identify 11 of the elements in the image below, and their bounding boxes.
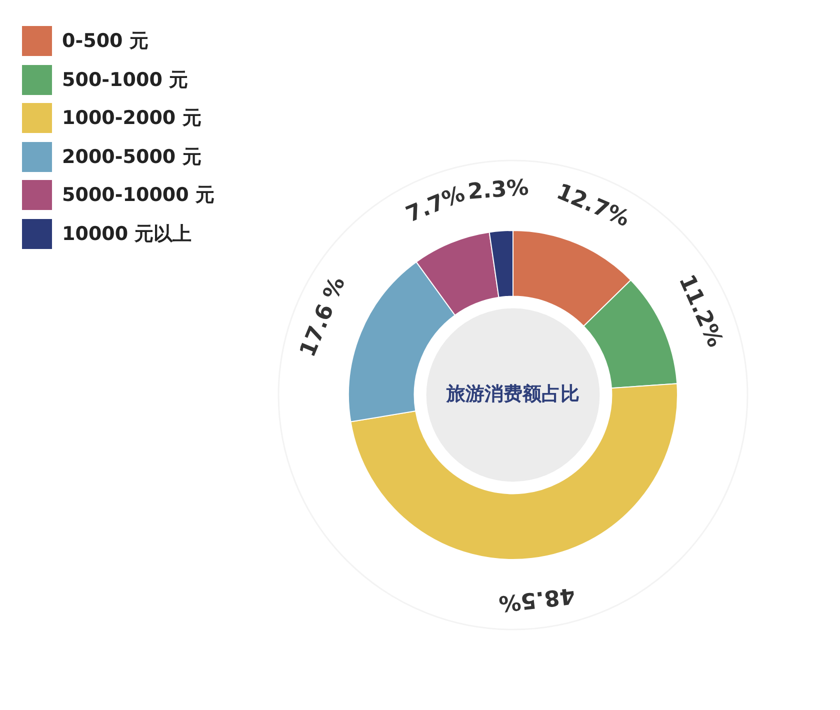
legend-label: 1000-2000 元 <box>62 106 202 132</box>
data-label: 7.7% <box>402 182 469 228</box>
data-label: 17.6 % <box>296 273 351 361</box>
legend-label: 2000-5000 元 <box>62 144 202 170</box>
text: 旅游消费额占比 <box>446 382 580 405</box>
data-label: 48.5% <box>497 582 576 616</box>
legend-label: 10000 元以上 <box>62 222 192 247</box>
legend-label: 500-1000 元 <box>62 68 188 93</box>
legend-label: 5000-10000 元 <box>62 183 214 208</box>
legend-label: 0-500 元 <box>62 29 148 54</box>
data-label: 2.3% <box>466 176 530 205</box>
